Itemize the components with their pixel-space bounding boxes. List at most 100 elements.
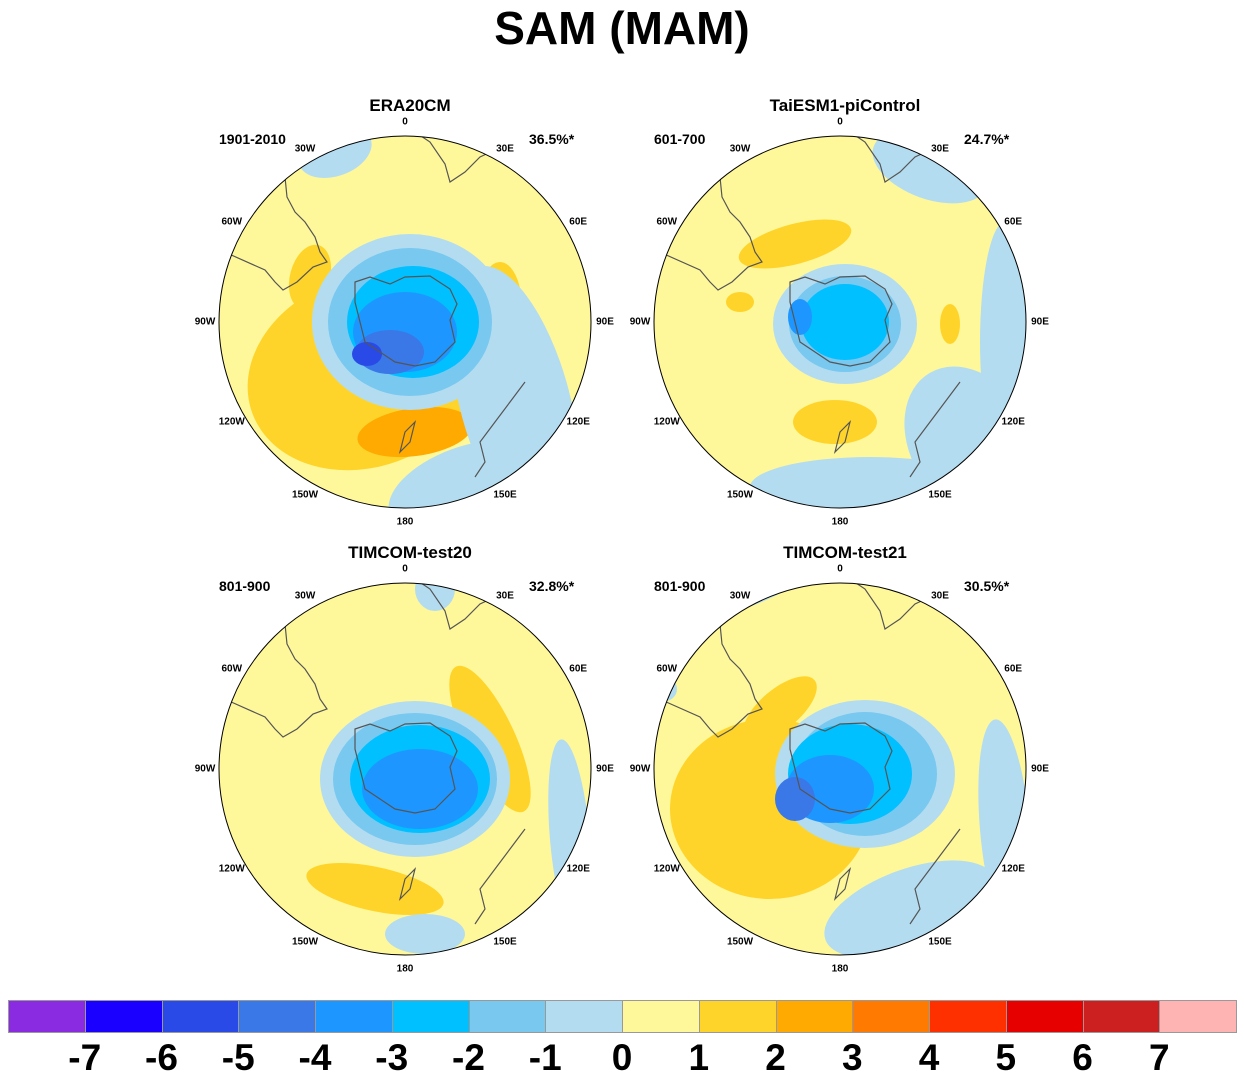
variance-label: 30.5%*	[964, 578, 1010, 594]
colorbar-swatch	[161, 1000, 240, 1033]
colorbar-swatch	[622, 1000, 700, 1033]
longitude-label: 180	[396, 963, 414, 975]
longitude-label: 30W	[294, 590, 316, 602]
coastline	[474, 381, 526, 478]
longitude-label: 90W	[194, 316, 216, 328]
colorbar-swatch	[8, 1000, 86, 1033]
contour-region	[415, 583, 455, 611]
longitude-label: 60W	[656, 216, 678, 228]
longitude-label: 30W	[294, 143, 316, 155]
panel-title: ERA20CM	[369, 96, 451, 115]
colorbar-tick-label: 4	[918, 1037, 940, 1078]
coastline	[789, 275, 893, 367]
figure-title: SAM (MAM)	[494, 2, 750, 54]
variance-label: 32.8%*	[529, 578, 575, 594]
longitude-label: 120W	[218, 863, 245, 875]
panel-title: TIMCOM-test21	[783, 543, 907, 562]
longitude-label: 120E	[566, 416, 590, 428]
contour-region	[801, 284, 889, 360]
contour-region	[793, 400, 877, 444]
longitude-label: 30W	[729, 590, 751, 602]
colorbar-swatch	[852, 1000, 930, 1033]
longitude-label: 120E	[1001, 416, 1025, 428]
coastline	[398, 867, 417, 901]
longitude-label: 120W	[653, 416, 680, 428]
longitude-label: 60W	[656, 663, 678, 675]
longitude-label: 90E	[596, 763, 614, 775]
period-label: 1901-2010	[219, 131, 286, 147]
polar-map	[653, 135, 1027, 509]
colorbar-tick-label: 6	[1072, 1037, 1093, 1078]
polar-map	[218, 135, 592, 509]
colorbar-tick-label: -7	[68, 1037, 102, 1078]
longitude-label: 0	[837, 563, 843, 575]
longitude-label: 120E	[566, 863, 590, 875]
colorbar-tick-label: -4	[298, 1037, 332, 1078]
longitude-label: 120W	[653, 863, 680, 875]
colorbar-tick-label: 7	[1148, 1037, 1170, 1078]
contour-region	[750, 457, 990, 508]
longitude-label: 90E	[596, 316, 614, 328]
map-border	[653, 582, 1027, 956]
colorbar-swatch	[1005, 1000, 1084, 1033]
coastline	[414, 583, 496, 630]
longitude-label: 60E	[569, 663, 588, 675]
coastline	[833, 867, 852, 901]
contour-region	[788, 299, 812, 335]
colorbar-tick-label: -6	[145, 1037, 178, 1078]
colorbar-tick-label: -2	[452, 1037, 485, 1078]
longitude-label: 150E	[928, 936, 952, 948]
colorbar-swatch	[84, 1000, 163, 1033]
longitude-label: 150E	[928, 489, 952, 501]
contour-region	[352, 342, 382, 366]
period-label: 801-900	[219, 578, 271, 594]
colorbar-swatch	[775, 1000, 854, 1033]
coastline	[354, 722, 458, 814]
map-panel: TIMCOM-test20 801-900 32.8%* 0 30E 60E 90E 120E…	[195, 543, 620, 983]
longitude-label: 30E	[496, 590, 514, 602]
contour-region	[824, 860, 996, 955]
longitude-label: 60W	[221, 663, 243, 675]
colorbar-tick-label: -5	[221, 1037, 255, 1078]
colorbar	[8, 1000, 1237, 1034]
colorbar-tick-label: -1	[528, 1037, 562, 1078]
colorbar-tick-label: 2	[765, 1037, 786, 1078]
colorbar-swatch	[315, 1000, 393, 1033]
coastline	[909, 828, 961, 925]
coastline	[354, 275, 458, 367]
longitude-label: 0	[402, 116, 408, 128]
contour-region	[743, 676, 817, 742]
contour-region	[940, 304, 960, 344]
longitude-label: 120E	[1001, 863, 1025, 875]
coastline	[789, 722, 893, 814]
colorbar-tick-label: 3	[841, 1037, 863, 1078]
colorbar-swatch	[545, 1000, 623, 1033]
longitude-label: 120W	[218, 416, 245, 428]
panel-title: TIMCOM-test20	[348, 543, 472, 562]
colorbar-swatch	[238, 1000, 316, 1033]
longitude-label: 30E	[496, 143, 514, 155]
colorbar-swatch	[929, 1000, 1007, 1033]
longitude-label: 0	[837, 116, 843, 128]
contour-region	[362, 749, 478, 829]
polar-map	[653, 582, 1027, 956]
period-label: 601-700	[654, 131, 706, 147]
colorbar-tick-label: -3	[375, 1037, 409, 1078]
coastline	[909, 381, 961, 478]
map-border	[218, 135, 592, 509]
colorbar-swatch	[1082, 1000, 1161, 1033]
contour-region	[726, 292, 754, 312]
panel-title: TaiESM1-piControl	[769, 96, 921, 115]
colorbar-swatch	[698, 1000, 777, 1033]
contour-region	[654, 677, 677, 701]
longitude-label: 90W	[629, 763, 651, 775]
colorbar-tick-label: 0	[611, 1037, 633, 1078]
longitude-label: 60E	[569, 216, 588, 228]
coastline	[849, 136, 931, 183]
longitude-label: 60W	[221, 216, 243, 228]
colorbar-tick-label: 5	[995, 1037, 1017, 1078]
variance-label: 36.5%*	[529, 131, 575, 147]
longitude-label: 150E	[493, 489, 517, 501]
map-border	[653, 135, 1027, 509]
map-panel: ERA20CM 1901-2010 36.5%* 0 30E 60E 90E 120E 150E…	[195, 96, 620, 536]
